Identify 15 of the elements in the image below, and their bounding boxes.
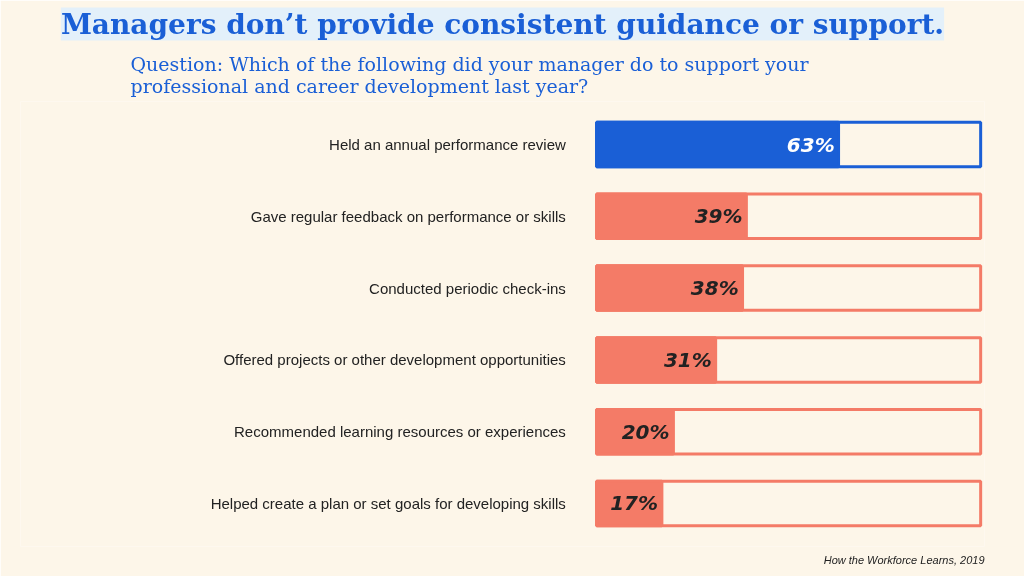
y-tick-label: Offered projects or other development opportunities — [223, 351, 566, 369]
data-label: 17% — [610, 491, 659, 516]
data-label: 31% — [663, 347, 712, 372]
y-tick-label: Held an annual performance review — [329, 136, 567, 154]
y-tick-label: Helped create a plan or set goals for developing skills — [210, 494, 566, 512]
data-label: 63% — [786, 132, 835, 157]
text: How the Workforce Learns, 2019 — [823, 553, 985, 566]
data-label: 39% — [694, 204, 743, 229]
y-tick-label: Conducted periodic check-ins — [369, 279, 566, 297]
y-tick-label: Gave regular feedback on performance or skills — [250, 207, 566, 225]
chart-subtitle: Question: Which of the following did your manager do to support your professional and career development last year? — [130, 52, 810, 97]
y-tick-label: Recommended learning resources or experiences — [234, 423, 566, 441]
chart-title: Managers don’t provide consistent guidance or support. — [60, 7, 945, 41]
data-label: 20% — [621, 419, 670, 444]
data-label: 38% — [690, 276, 739, 301]
